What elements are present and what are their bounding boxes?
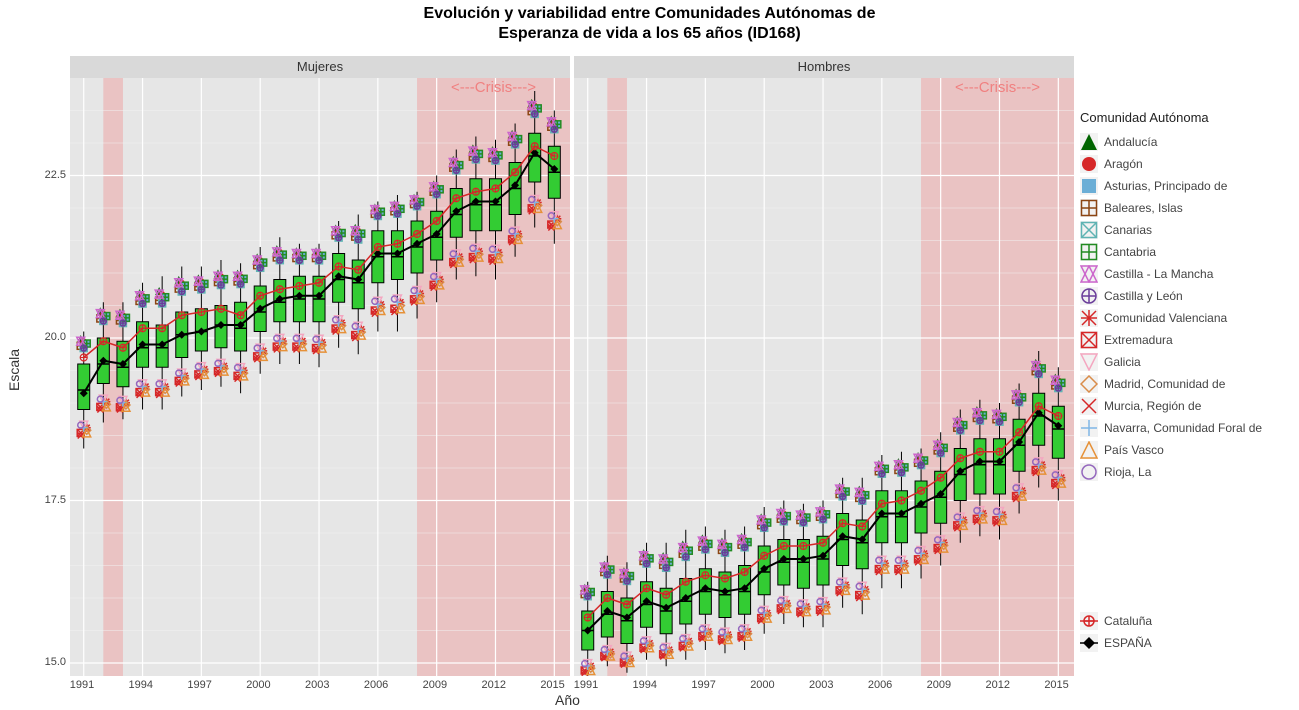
svg-text:<---Crisis--->: <---Crisis---> [955, 79, 1040, 96]
x-tick-label: 1991 [70, 679, 94, 691]
legend-label: Castilla y León [1104, 289, 1183, 303]
legend-item: Baleares, Islas [1080, 197, 1290, 219]
legend-label: Murcia, Región de [1104, 399, 1201, 413]
legend-label: Galicia [1104, 355, 1141, 369]
x-tick-label: 1997 [187, 679, 211, 691]
title-line-2: Esperanza de vida a los 65 años (ID168) [0, 24, 1299, 44]
legend-item: Madrid, Comunidad de [1080, 373, 1290, 395]
panel: Hombres<---Crisis--->1991199419972000200… [574, 56, 1074, 676]
legend-swatch [1080, 265, 1098, 283]
x-tick-label: 2012 [985, 679, 1009, 691]
legend-secondary: Cataluña ESPAÑA [1080, 610, 1290, 654]
legend-item: Canarias [1080, 219, 1290, 241]
x-tick-label: 2000 [246, 679, 270, 691]
legend-label: Comunidad Valenciana [1104, 311, 1227, 325]
x-tick-label: 2000 [750, 679, 774, 691]
legend-item: Andalucía [1080, 131, 1290, 153]
legend-label: Canarias [1104, 223, 1152, 237]
chart-title: Evolución y variabilidad entre Comunidad… [0, 0, 1299, 44]
legend-label: ESPAÑA [1104, 636, 1152, 650]
legend-swatch [1080, 287, 1098, 305]
legend-label: Cataluña [1104, 614, 1152, 628]
legend-label: Andalucía [1104, 135, 1157, 149]
legend-swatch [1080, 397, 1098, 415]
legend-item: Rioja, La [1080, 461, 1290, 483]
legend-item: Castilla - La Mancha [1080, 263, 1290, 285]
y-axis-label: Escala [6, 349, 22, 391]
legend-label: Castilla - La Mancha [1104, 267, 1213, 281]
legend-swatch [1080, 419, 1098, 437]
x-tick-label: 2015 [540, 679, 564, 691]
panel-strip: Hombres [574, 56, 1074, 78]
x-tick-label: 1997 [691, 679, 715, 691]
chart-root: Evolución y variabilidad entre Comunidad… [0, 0, 1299, 710]
x-tick-label: 1994 [129, 679, 153, 691]
x-tick-label: 2015 [1044, 679, 1068, 691]
legend-swatch [1080, 155, 1098, 173]
svg-text:<---Crisis--->: <---Crisis---> [451, 79, 536, 96]
legend-label: País Vasco [1104, 443, 1164, 457]
legend-item: Cantabria [1080, 241, 1290, 263]
legend-item: Extremadura [1080, 329, 1290, 351]
panel: Mujeres<---Crisis--->1991199419972000200… [70, 56, 570, 676]
legend-label: Aragón [1104, 157, 1143, 171]
x-tick-label: 2012 [481, 679, 505, 691]
y-tick-label: 17.5 [45, 494, 66, 506]
x-tick-label: 2009 [423, 679, 447, 691]
legend-item: Navarra, Comunidad Foral de [1080, 417, 1290, 439]
x-tick-label: 1991 [574, 679, 598, 691]
legend-item: ESPAÑA [1080, 632, 1290, 654]
x-tick-label: 1994 [633, 679, 657, 691]
x-axis-label: Año [555, 692, 580, 708]
y-tick-label: 20.0 [45, 331, 66, 343]
legend-main: Comunidad Autónoma Andalucía Aragón Asturi… [1080, 110, 1290, 483]
x-tick-label: 2006 [364, 679, 388, 691]
legend-item: Galicia [1080, 351, 1290, 373]
legend-swatch [1080, 612, 1098, 630]
legend-swatch [1080, 177, 1098, 195]
legend-item: Aragón [1080, 153, 1290, 175]
legend-swatch [1080, 353, 1098, 371]
legend-item: Castilla y León [1080, 285, 1290, 307]
panel-strip: Mujeres [70, 56, 570, 78]
legend-item: Asturias, Principado de [1080, 175, 1290, 197]
legend-label: Baleares, Islas [1104, 201, 1183, 215]
title-line-1: Evolución y variabilidad entre Comunidad… [0, 4, 1299, 24]
legend-label: Extremadura [1104, 333, 1173, 347]
plot-area: <---Crisis---> [70, 78, 570, 676]
x-tick-label: 2003 [305, 679, 329, 691]
legend-label: Navarra, Comunidad Foral de [1104, 421, 1262, 435]
plot-area: <---Crisis---> [574, 78, 1074, 676]
legend-swatch [1080, 463, 1098, 481]
legend-swatch [1080, 133, 1098, 151]
legend-label: Madrid, Comunidad de [1104, 377, 1225, 391]
legend-swatch [1080, 199, 1098, 217]
y-tick-label: 15.0 [45, 656, 66, 668]
y-tick-label: 22.5 [45, 169, 66, 181]
legend-swatch [1080, 375, 1098, 393]
legend-swatch [1080, 243, 1098, 261]
legend-swatch [1080, 309, 1098, 327]
legend-title: Comunidad Autónoma [1080, 110, 1290, 125]
legend-label: Cantabria [1104, 245, 1156, 259]
plot-row: Mujeres<---Crisis--->1991199419972000200… [70, 56, 1078, 676]
x-tick-label: 2009 [927, 679, 951, 691]
legend-swatch [1080, 221, 1098, 239]
legend-item: Comunidad Valenciana [1080, 307, 1290, 329]
legend-swatch [1080, 441, 1098, 459]
legend-label: Asturias, Principado de [1104, 179, 1227, 193]
x-tick-label: 2006 [868, 679, 892, 691]
legend-item: País Vasco [1080, 439, 1290, 461]
legend-label: Rioja, La [1104, 465, 1151, 479]
legend-swatch [1080, 634, 1098, 652]
legend-swatch [1080, 331, 1098, 349]
legend-item: Cataluña [1080, 610, 1290, 632]
legend-item: Murcia, Región de [1080, 395, 1290, 417]
x-tick-label: 2003 [809, 679, 833, 691]
